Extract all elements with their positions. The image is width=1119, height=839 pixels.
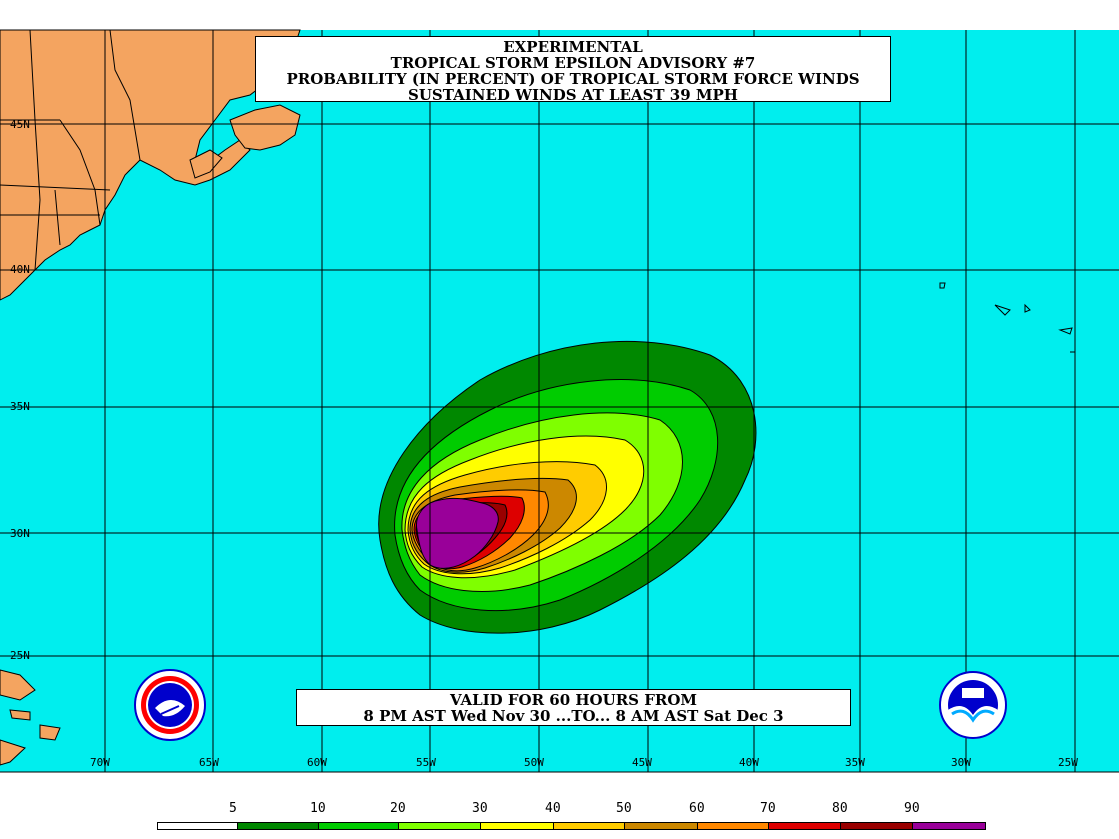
scale-label-60: 60 [689,801,705,816]
scale-bar-4 [480,822,554,830]
scale-label-20: 20 [390,801,406,816]
scale-bar-0 [157,822,238,830]
nws-logo [134,669,206,741]
lon-label-50w: 50W [524,756,544,769]
scale-label-50: 50 [616,801,632,816]
scale-label-30: 30 [472,801,488,816]
lat-lon-grid [0,30,1119,772]
scale-label-70: 70 [760,801,776,816]
lon-label-25w: 25W [1058,756,1078,769]
title-line-3: PROBABILITY (IN PERCENT) OF TROPICAL STO… [286,70,860,88]
scale-label-80: 80 [832,801,848,816]
valid-line-2: 8 PM AST Wed Nov 30 ...TO... 8 AM AST Sa… [363,707,784,725]
land-nova-scotia [189,149,223,179]
scale-bar-6 [624,822,698,830]
scale-bar-9 [840,822,913,830]
lat-label-35n: 35N [10,400,30,413]
title-line-2: TROPICAL STORM EPSILON ADVISORY #7 [390,54,756,72]
lat-label-40n: 40N [10,263,30,276]
title-line-4: SUSTAINED WINDS AT LEAST 39 MPH [408,86,738,104]
land-newfoundland [229,104,301,151]
scale-label-90: 90 [904,801,920,816]
title-line-1: EXPERIMENTAL [503,38,643,56]
scale-label-10: 10 [310,801,326,816]
scale-bar-8 [768,822,841,830]
lon-label-65w: 65W [199,756,219,769]
lon-label-70w: 70W [90,756,110,769]
scale-bar-2 [318,822,399,830]
lon-label-30w: 30W [951,756,971,769]
lon-label-55w: 55W [416,756,436,769]
valid-line-1: VALID FOR 60 HOURS FROM [449,691,698,709]
lon-label-60w: 60W [307,756,327,769]
land-borders [0,29,141,271]
lon-label-35w: 35W [845,756,865,769]
lat-label-30n: 30N [10,527,30,540]
land-caribbean [0,669,61,766]
scale-bar-5 [553,822,625,830]
valid-period-box: VALID FOR 60 HOURS FROM 8 PM AST Wed Nov… [296,689,851,726]
scale-label-40: 40 [545,801,561,816]
noaa-logo [939,671,1007,739]
scale-label-5: 5 [229,801,237,816]
lon-label-40w: 40W [739,756,759,769]
probability-contours [378,340,757,634]
lat-label-25n: 25N [10,649,30,662]
scale-bar-7 [697,822,769,830]
land-north-america [0,29,301,301]
scale-bar-10 [912,822,986,830]
lat-label-45n: 45N [10,118,30,131]
lon-label-45w: 45W [632,756,652,769]
land-azores [939,282,1075,353]
scale-bar-1 [237,822,319,830]
title-box: EXPERIMENTAL TROPICAL STORM EPSILON ADVI… [255,36,891,104]
scale-bar-3 [398,822,481,830]
